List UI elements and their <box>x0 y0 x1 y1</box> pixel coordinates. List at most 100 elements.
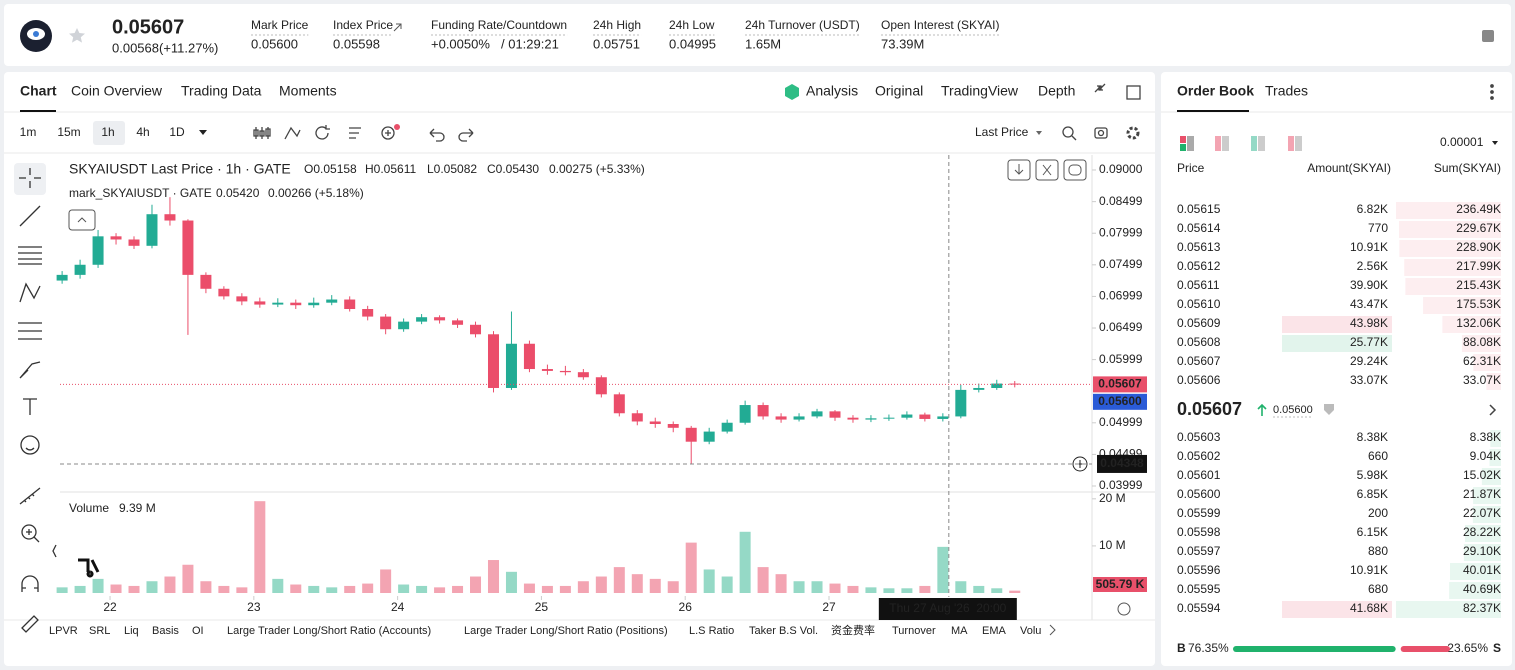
view-tab[interactable]: Original <box>875 83 923 99</box>
fib-tool[interactable] <box>18 246 42 265</box>
indicator-tab[interactable]: Large Trader Long/Short Ratio (Positions… <box>464 625 668 637</box>
book-tab[interactable]: Order Book <box>1177 83 1254 99</box>
zoom-tool[interactable] <box>21 524 37 540</box>
book-price[interactable]: 0.05615 <box>1177 202 1221 216</box>
book-price[interactable]: 0.05595 <box>1177 582 1221 596</box>
view-tab[interactable]: Depth <box>1038 83 1075 99</box>
book-price[interactable]: 0.05599 <box>1177 506 1221 520</box>
price-type[interactable]: Last Price <box>975 125 1029 139</box>
interval[interactable]: 1h <box>101 125 114 139</box>
chart-settings[interactable] <box>1117 602 1131 616</box>
indicator-scroll[interactable] <box>1049 624 1056 636</box>
book-price[interactable]: 0.05613 <box>1177 240 1221 254</box>
indicator-tab[interactable]: Taker B.S Vol. <box>749 625 818 637</box>
expand-icon[interactable] <box>1094 83 1106 93</box>
book-price[interactable]: 0.05600 <box>1177 487 1221 501</box>
book-price[interactable]: 0.05601 <box>1177 468 1221 482</box>
book-price[interactable]: 0.05606 <box>1177 373 1221 387</box>
book-price[interactable]: 0.05612 <box>1177 259 1221 273</box>
more-dot[interactable] <box>1490 84 1494 88</box>
indicator-tab[interactable]: LPVR <box>49 625 78 637</box>
indicator-tab[interactable]: MA <box>951 625 968 637</box>
crosshair-tool[interactable] <box>19 168 41 188</box>
projection-tool[interactable] <box>18 322 42 340</box>
depth-bar <box>1472 506 1501 523</box>
pattern-tool[interactable] <box>19 282 41 303</box>
book-tab[interactable]: Trades <box>1265 83 1308 99</box>
layout-icon[interactable] <box>1180 136 1186 143</box>
layout-icon[interactable] <box>1251 136 1257 151</box>
book-price[interactable]: 0.05608 <box>1177 335 1221 349</box>
indicator-icon[interactable] <box>284 126 301 140</box>
interval[interactable]: 1m <box>20 125 37 139</box>
template-icon[interactable] <box>349 127 361 139</box>
chart-tab[interactable]: Coin Overview <box>71 83 163 99</box>
candle-body <box>865 418 877 420</box>
indicator-tab[interactable]: Volu <box>1020 625 1041 637</box>
ruler-tool[interactable] <box>19 487 41 505</box>
more-dot[interactable] <box>1490 96 1494 100</box>
indicator-tab[interactable]: Basis <box>152 625 179 637</box>
book-price[interactable]: 0.05594 <box>1177 601 1221 615</box>
book-price[interactable]: 0.05603 <box>1177 430 1221 444</box>
volume-bar <box>991 588 1003 593</box>
view-tab[interactable]: Analysis <box>806 83 858 99</box>
replay-icon[interactable] <box>315 125 330 140</box>
interval[interactable]: 15m <box>57 125 80 139</box>
book-price[interactable]: 0.05607 <box>1177 354 1221 368</box>
indicator-tab[interactable]: Large Trader Long/Short Ratio (Accounts) <box>227 625 431 637</box>
precision-arrow[interactable] <box>1492 141 1498 145</box>
book-price[interactable]: 0.05609 <box>1177 316 1221 330</box>
indicator-tab[interactable]: SRL <box>89 625 110 637</box>
layout-icon[interactable] <box>1215 136 1221 151</box>
undo-icon[interactable] <box>429 128 445 142</box>
candle-body <box>272 302 284 305</box>
alert-icon[interactable] <box>381 126 395 140</box>
layout-icon[interactable] <box>1288 136 1294 151</box>
book-price[interactable]: 0.05598 <box>1177 525 1221 539</box>
indicator-tab[interactable]: 资金费率 <box>831 623 875 637</box>
collapse-legend[interactable] <box>68 209 96 231</box>
book-price[interactable]: 0.05597 <box>1177 544 1221 558</box>
chart-tab[interactable]: Moments <box>279 83 337 99</box>
brush-tool[interactable] <box>19 361 41 379</box>
indicator-tab[interactable]: L.S Ratio <box>689 625 734 637</box>
indicator-tab[interactable]: OI <box>192 625 204 637</box>
candle-body <box>398 321 410 330</box>
snapshot-icon[interactable] <box>1094 127 1108 139</box>
book-price[interactable]: 0.05614 <box>1177 221 1221 235</box>
interval[interactable]: 4h <box>136 125 149 139</box>
indicator-tab[interactable]: Turnover <box>892 625 936 637</box>
settings-icon[interactable] <box>1126 126 1140 140</box>
book-more-arrow[interactable] <box>1489 404 1497 416</box>
magnet-tool[interactable] <box>21 575 39 592</box>
book-price[interactable]: 0.05596 <box>1177 563 1221 577</box>
chart-tab[interactable]: Chart <box>20 83 57 99</box>
interval[interactable]: 1D <box>169 125 185 139</box>
book-price[interactable]: 0.05602 <box>1177 449 1221 463</box>
chart-tab[interactable]: Trading Data <box>181 83 262 99</box>
refresh-button[interactable] <box>1063 159 1087 181</box>
candle-type-icon[interactable] <box>253 127 271 139</box>
tradingview-logo[interactable] <box>78 558 100 578</box>
more-dot[interactable] <box>1490 90 1494 94</box>
trendline-tool[interactable] <box>19 205 41 227</box>
book-price[interactable]: 0.05611 <box>1177 278 1220 292</box>
external-link-icon[interactable] <box>393 23 402 32</box>
book-price[interactable]: 0.05610 <box>1177 297 1221 311</box>
view-tab[interactable]: TradingView <box>941 83 1019 99</box>
redo-icon[interactable] <box>458 128 474 142</box>
favorite-star[interactable] <box>69 28 85 43</box>
search-icon[interactable] <box>1062 126 1074 138</box>
precision[interactable]: 0.00001 <box>1440 135 1484 149</box>
text-tool[interactable] <box>23 398 37 415</box>
window-icon[interactable] <box>1126 85 1141 100</box>
emoji-tool[interactable] <box>20 435 40 455</box>
indicator-tab[interactable]: Liq <box>124 625 139 637</box>
indicator-tab[interactable]: EMA <box>982 625 1007 637</box>
pen-tool[interactable] <box>21 615 39 633</box>
collapse-toolbar[interactable] <box>52 544 57 558</box>
price-type-arrow[interactable] <box>1036 131 1042 135</box>
interval-dropdown-arrow[interactable] <box>199 130 207 135</box>
notes-icon[interactable] <box>1482 30 1494 42</box>
